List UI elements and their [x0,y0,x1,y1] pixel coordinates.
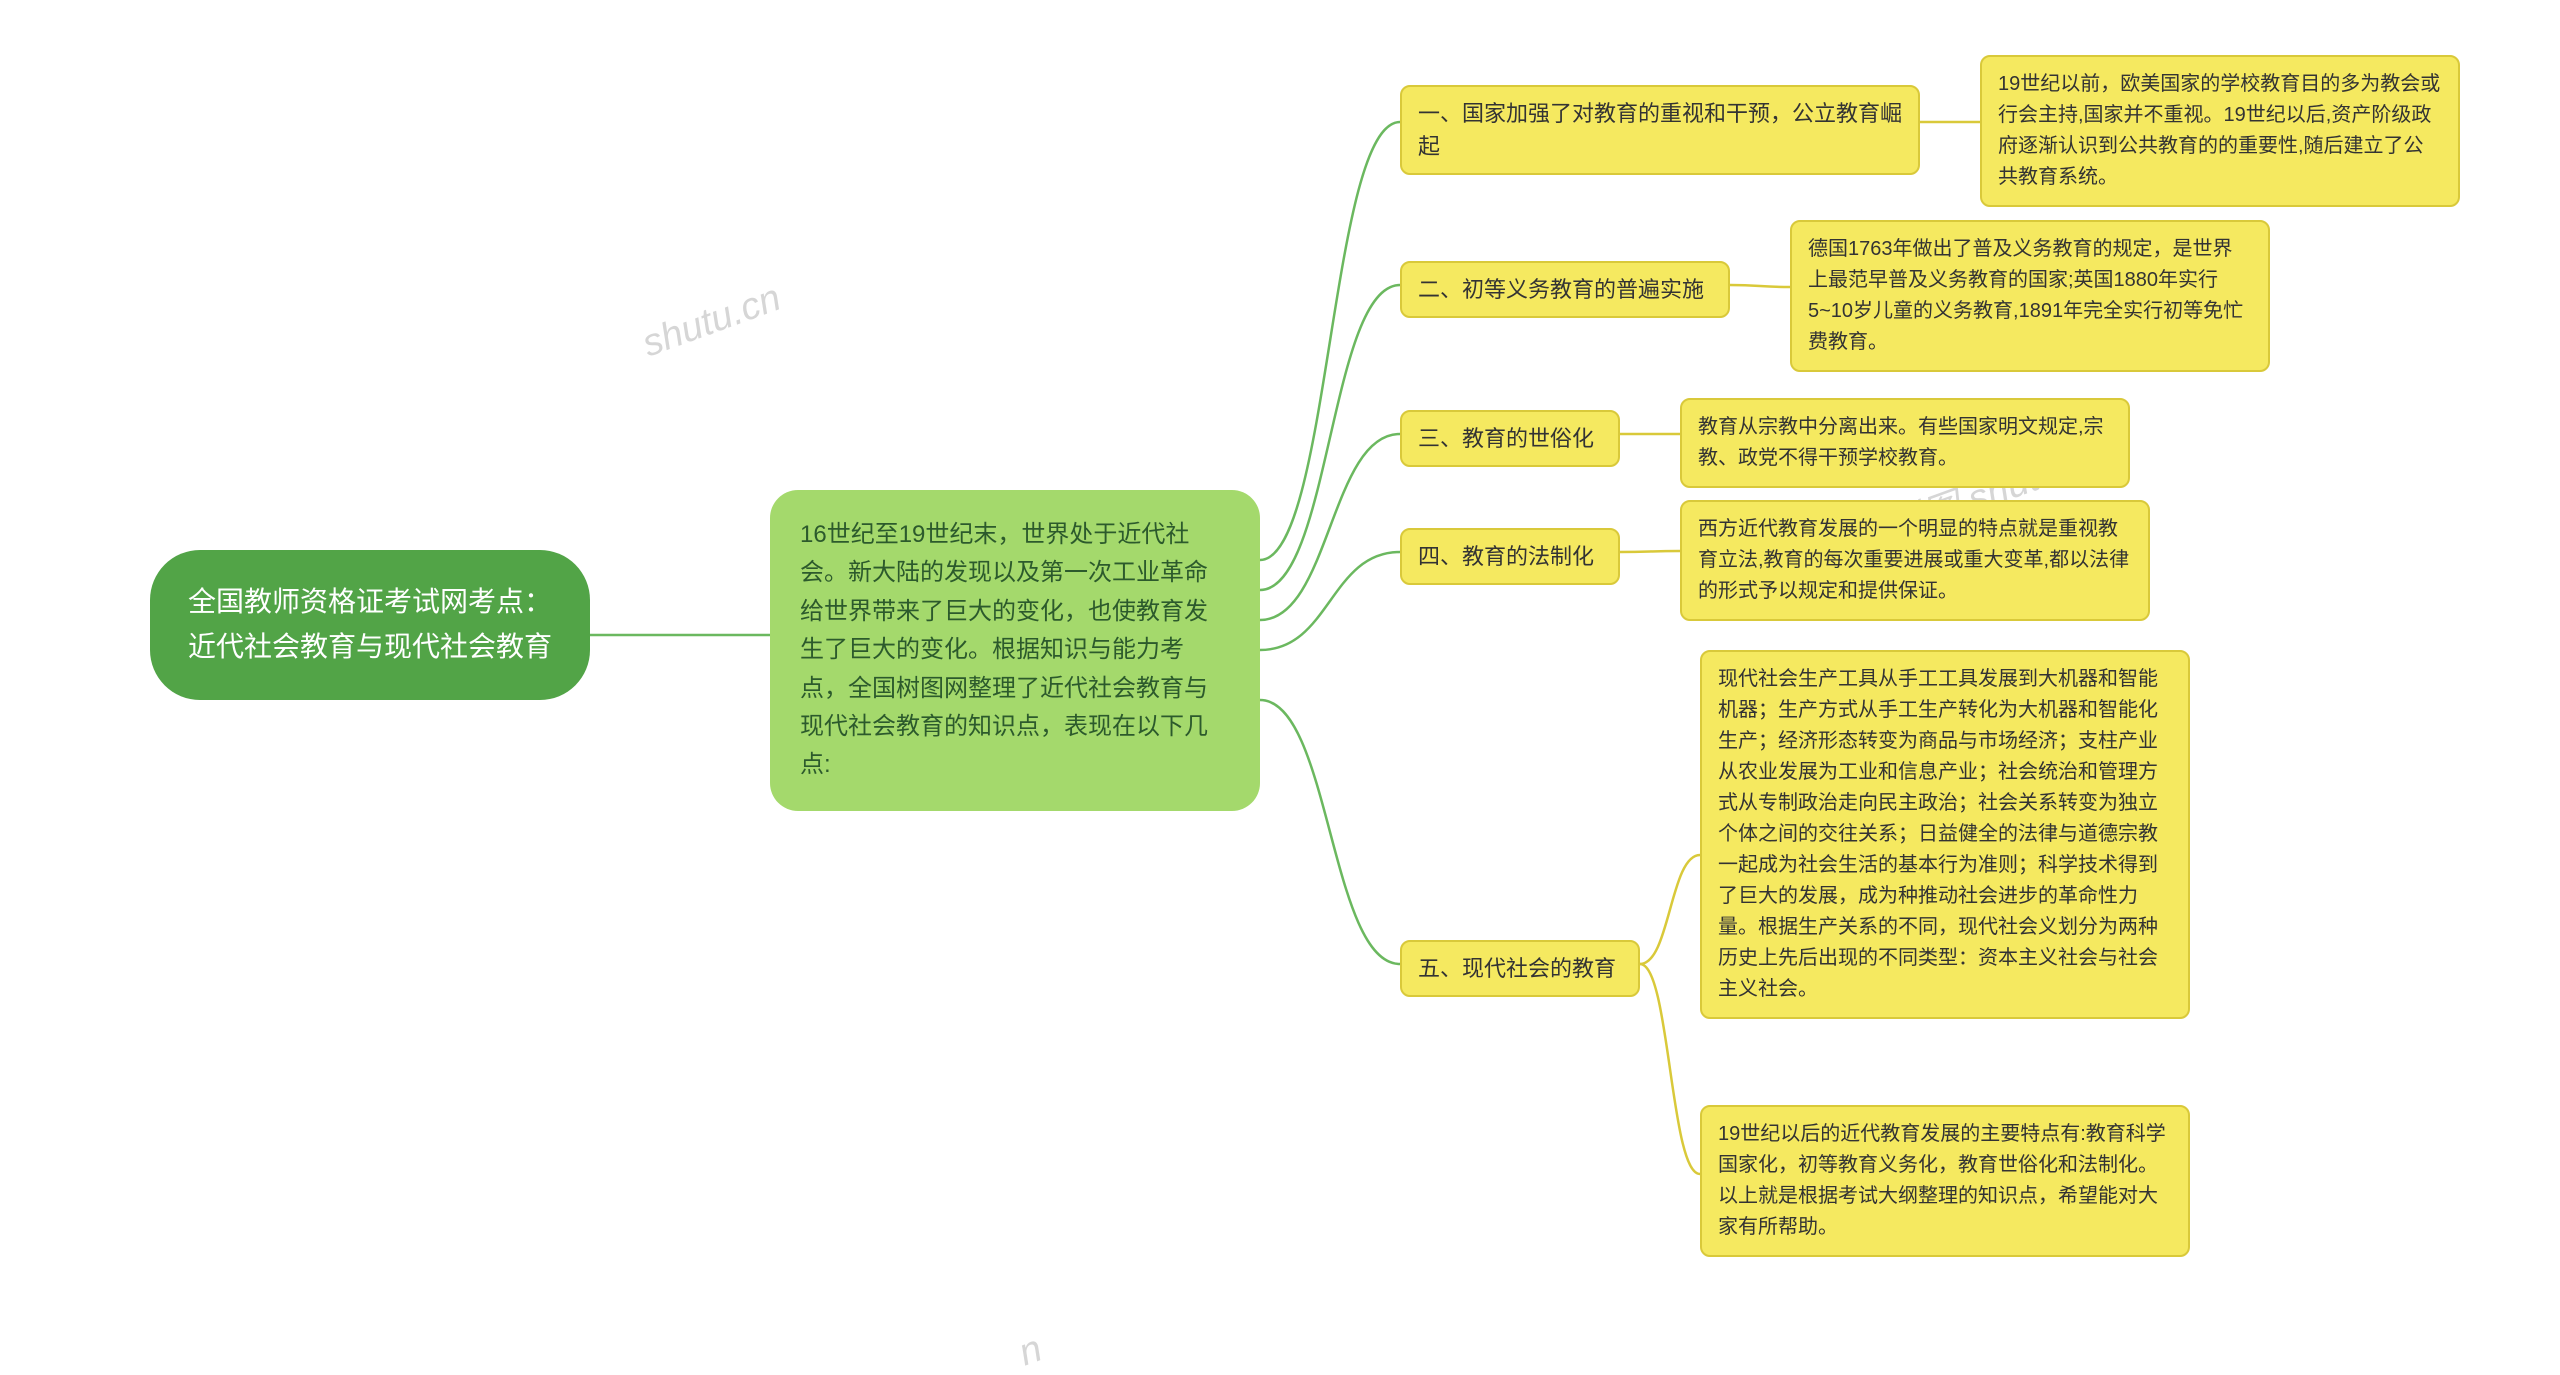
topic-5: 五、现代社会的教育 [1400,940,1640,997]
leaf-5-2: 19世纪以后的近代教育发展的主要特点有:教育科学国家化，初等教育义务化，教育世俗… [1700,1105,2190,1257]
leaf-1-1: 19世纪以前，欧美国家的学校教育目的多为教会或行会主持,国家并不重视。19世纪以… [1980,55,2460,207]
leaf-2-1: 德国1763年做出了普及义务教育的规定，是世界上最范早普及义务教育的国家;英国1… [1790,220,2270,372]
topic-4: 四、教育的法制化 [1400,528,1620,585]
topic-3: 三、教育的世俗化 [1400,410,1620,467]
root-node: 全国教师资格证考试网考点：近代社会教育与现代社会教育 [150,550,590,700]
leaf-3-1: 教育从宗教中分离出来。有些国家明文规定,宗教、政党不得干预学校教育。 [1680,398,2130,488]
leaf-5-1: 现代社会生产工具从手工工具发展到大机器和智能机器；生产方式从手工生产转化为大机器… [1700,650,2190,1019]
intro-node: 16世纪至19世纪末，世界处于近代社会。新大陆的发现以及第一次工业革命给世界带来… [770,490,1260,811]
leaf-4-1: 西方近代教育发展的一个明显的特点就是重视教育立法,教育的每次重要进展或重大变革,… [1680,500,2150,621]
watermark-1: shutu.cn [637,277,787,367]
topic-2: 二、初等义务教育的普遍实施 [1400,261,1730,318]
mindmap-canvas: shutu.cn 树图 shutu.cn n 全国教师资格证考试网考点：近代社会… [0,0,2560,1357]
topic-1: 一、国家加强了对教育的重视和干预，公立教育崛起 [1400,85,1920,175]
watermark-3: n [1013,1328,1048,1375]
